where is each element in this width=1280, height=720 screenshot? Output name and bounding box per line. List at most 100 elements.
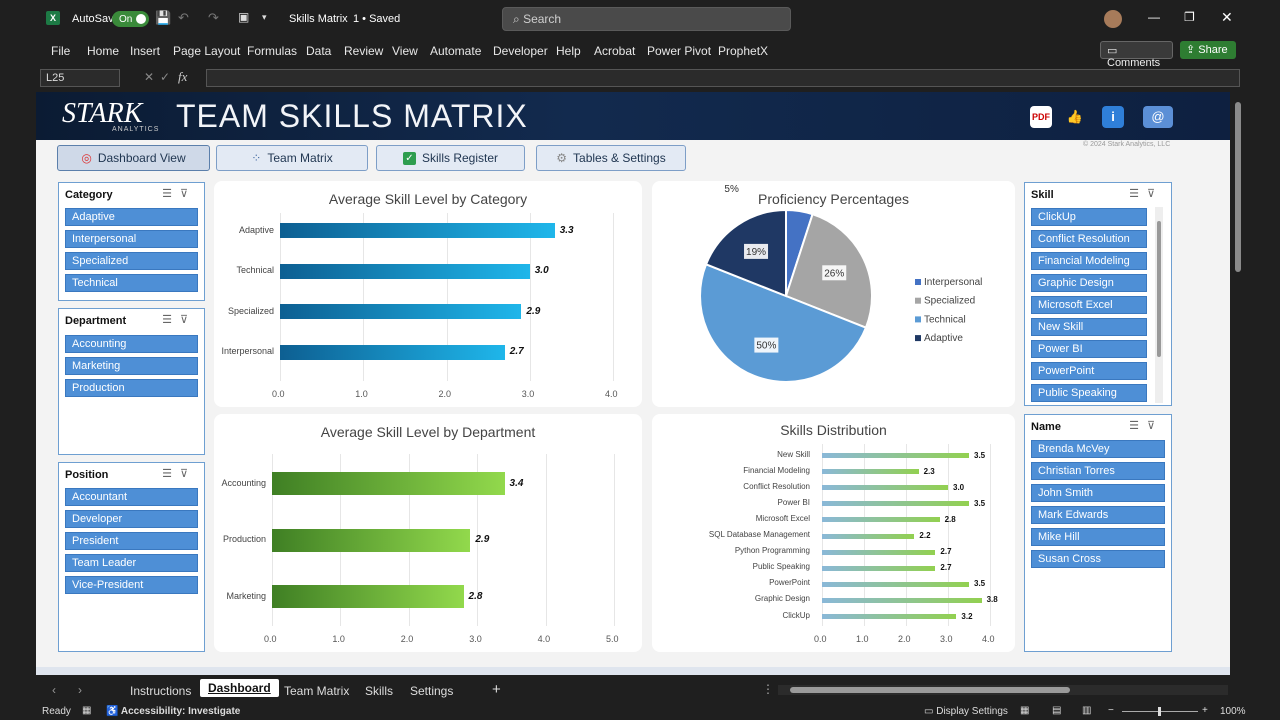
slicer-item[interactable]: Susan Cross [1031, 550, 1165, 568]
slicer-item[interactable]: New Skill [1031, 318, 1147, 336]
sheet-tab-dashboard[interactable]: Dashboard [200, 679, 279, 697]
slicer-item[interactable]: Developer [65, 510, 198, 528]
slicer-category[interactable]: Category ☰⊽ Adaptive Interpersonal Speci… [58, 182, 205, 301]
slicer-controls[interactable]: ☰⊽ [1129, 187, 1163, 200]
nav-tables-settings[interactable]: ⚙ Tables & Settings [536, 145, 686, 171]
avatar[interactable] [1104, 10, 1122, 28]
slicer-item[interactable]: Accounting [65, 335, 198, 353]
slicer-item[interactable]: Financial Modeling [1031, 252, 1147, 270]
slicer-name[interactable]: Name ☰⊽ Brenda McVey Christian Torres Jo… [1024, 414, 1172, 652]
menu-view[interactable]: View [392, 44, 418, 58]
slicer-item[interactable]: John Smith [1031, 484, 1165, 502]
menu-power-pivot[interactable]: Power Pivot [647, 44, 712, 58]
chart-category[interactable]: Average Skill Level by Category 0.0 1.0 2.… [214, 181, 642, 407]
slicer-scrollbar[interactable] [1155, 207, 1163, 403]
minimize-icon[interactable]: — [1148, 10, 1160, 24]
menu-file[interactable]: File [51, 44, 71, 58]
nav-skills-register[interactable]: ✓ Skills Register [376, 145, 525, 171]
slicer-skill[interactable]: Skill ☰⊽ ClickUp Conflict Resolution Fin… [1024, 182, 1172, 406]
horizontal-scrollbar[interactable] [778, 685, 1228, 695]
add-sheet-icon[interactable]: + [492, 681, 501, 698]
nav-team-matrix[interactable]: ⁘ Team Matrix [216, 145, 368, 171]
display-settings[interactable]: ▭ Display Settings [924, 706, 1008, 717]
pie-slice[interactable] [699, 263, 868, 383]
tab-scroll-left-icon[interactable]: ‹ [52, 683, 56, 697]
slicer-department[interactable]: Department ☰⊽ Accounting Marketing Produ… [58, 308, 205, 455]
slicer-item[interactable]: Conflict Resolution [1031, 230, 1147, 248]
save-status[interactable]: 1 • Saved [353, 13, 401, 25]
normal-view-icon[interactable]: ▦ [1020, 705, 1030, 716]
page-break-icon[interactable]: ▥ [1082, 705, 1092, 716]
slicer-item[interactable]: Team Leader [65, 554, 198, 572]
menu-developer[interactable]: Developer [493, 44, 548, 58]
sheet-tab-skills[interactable]: Skills [365, 684, 394, 698]
slicer-item[interactable]: Graphic Design [1031, 274, 1147, 292]
slicer-item[interactable]: Power BI [1031, 340, 1147, 358]
qat-dropdown-icon[interactable]: ▾ [262, 12, 267, 22]
slicer-item[interactable]: Mark Edwards [1031, 506, 1165, 524]
autosave-toggle[interactable]: On [112, 11, 150, 27]
slicer-position[interactable]: Position ☰⊽ Accountant Developer Preside… [58, 462, 205, 652]
zoom-in-icon[interactable]: + [1202, 705, 1208, 716]
slicer-controls[interactable]: ☰⊽ [162, 467, 196, 480]
slicer-item[interactable]: Brenda McVey [1031, 440, 1165, 458]
menu-data[interactable]: Data [306, 44, 332, 58]
chart-skills-distribution[interactable]: Skills Distribution 0.01.02.03.04.05.0Ne… [652, 414, 1037, 652]
insert-function-icon[interactable]: fx [178, 69, 188, 84]
info-icon[interactable]: i [1102, 106, 1124, 128]
slicer-item[interactable]: Specialized [65, 252, 198, 270]
more-options-icon[interactable]: ⋮ [762, 682, 774, 696]
maximize-icon[interactable]: ❐ [1184, 10, 1195, 24]
menu-formulas[interactable]: Formulas [247, 44, 298, 58]
pdf-icon[interactable]: PDF [1030, 106, 1052, 128]
accessibility-status[interactable]: ♿ Accessibility: Investigate [106, 706, 241, 717]
vertical-scrollbar[interactable] [1232, 92, 1244, 675]
name-box[interactable]: L25 [40, 69, 120, 87]
menu-home[interactable]: Home [87, 44, 120, 58]
slicer-item[interactable]: Technical [65, 274, 198, 292]
nav-dashboard-view[interactable]: ◎ Dashboard View [57, 145, 210, 171]
slicer-controls[interactable]: ☰⊽ [162, 187, 196, 200]
slicer-item[interactable]: Interpersonal [65, 230, 198, 248]
picture-icon[interactable]: ▣ [238, 10, 250, 24]
formula-input[interactable] [206, 69, 1240, 87]
save-icon[interactable]: 💾 [155, 10, 172, 25]
slicer-controls[interactable]: ☰⊽ [1129, 419, 1163, 432]
chart-department[interactable]: Average Skill Level by Department 0.0 1.0… [214, 414, 642, 652]
zoom-slider[interactable] [1122, 707, 1198, 716]
enter-icon[interactable]: ✓ [160, 70, 171, 84]
sheet-tab-instructions[interactable]: Instructions [130, 684, 192, 698]
slicer-controls[interactable]: ☰⊽ [162, 313, 196, 326]
search-box[interactable]: ⌕ Search [502, 7, 791, 31]
redo-icon[interactable]: ↷ [208, 10, 219, 25]
slicer-item[interactable]: Microsoft Excel [1031, 296, 1147, 314]
chart-proficiency[interactable]: Proficiency Percentages 5% 26% 50% 19% Inter… [652, 181, 1015, 407]
slicer-item[interactable]: Mike Hill [1031, 528, 1165, 546]
thumbs-up-icon[interactable]: 👍 [1066, 109, 1084, 124]
slicer-item[interactable]: PowerPoint [1031, 362, 1147, 380]
slicer-item[interactable]: Adaptive [65, 208, 198, 226]
menu-insert[interactable]: Insert [130, 44, 161, 58]
slicer-item[interactable]: Vice-President [65, 576, 198, 594]
slicer-item[interactable]: Marketing [65, 357, 198, 375]
page-layout-icon[interactable]: ▤ [1052, 705, 1062, 716]
file-name[interactable]: Skills Matrix [289, 13, 348, 25]
close-icon[interactable]: ✕ [1221, 9, 1233, 25]
slicer-item[interactable]: ClickUp [1031, 208, 1147, 226]
menu-help[interactable]: Help [556, 44, 581, 58]
zoom-out-icon[interactable]: − [1108, 705, 1114, 716]
menu-page-layout[interactable]: Page Layout [173, 44, 241, 58]
zoom-level[interactable]: 100% [1220, 706, 1246, 717]
worksheet[interactable]: STARK ANALYTICS TEAM SKILLS MATRIX PDF 👍… [36, 92, 1230, 675]
sheet-tab-team-matrix[interactable]: Team Matrix [284, 684, 350, 698]
menu-prophetx[interactable]: ProphetX [718, 44, 769, 58]
comments-button[interactable]: ▭ Comments [1100, 41, 1173, 69]
macro-icon[interactable]: ▦ [82, 705, 92, 716]
undo-icon[interactable]: ↶ [178, 10, 189, 25]
slicer-item[interactable]: Accountant [65, 488, 198, 506]
slicer-item[interactable]: Production [65, 379, 198, 397]
cancel-icon[interactable]: ✕ [144, 70, 155, 84]
tab-scroll-right-icon[interactable]: › [78, 683, 82, 697]
sheet-tab-settings[interactable]: Settings [410, 684, 454, 698]
slicer-item[interactable]: Christian Torres [1031, 462, 1165, 480]
